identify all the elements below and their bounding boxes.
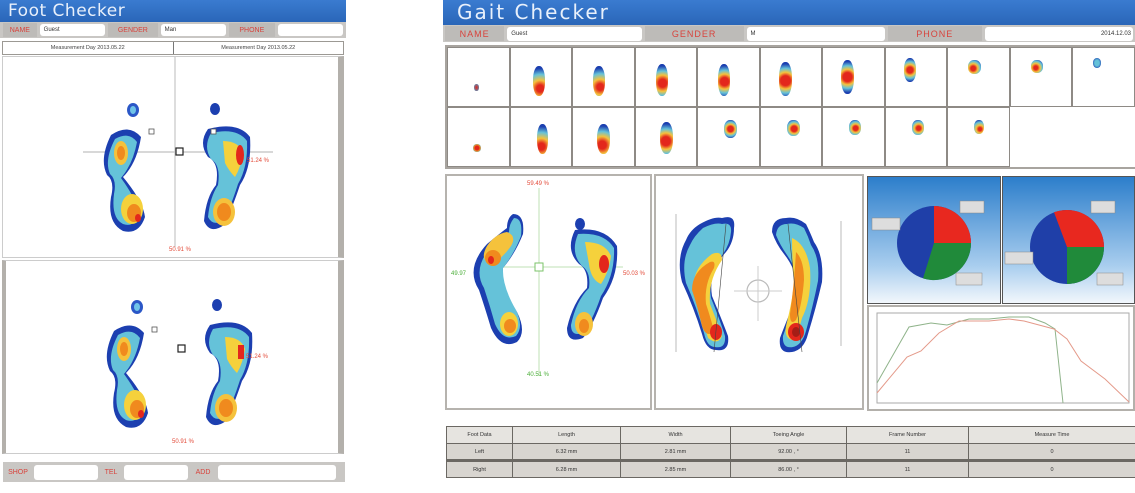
foot-checker-window: Foot Checker NAME Guest GENDER Man PHONE… [0, 0, 346, 493]
right-arch-pie-chart [1004, 200, 1124, 286]
footprint-heatmap-icon [106, 299, 253, 428]
gait-checker-window: Gait Checker NAME Guest GENDER M PHONE 2… [443, 0, 1135, 493]
gait-frame[interactable] [634, 47, 698, 107]
cell-measure-time: 0 [968, 459, 1135, 478]
patient-info-bar: NAME Guest GENDER M PHONE 2014.12.03 [443, 25, 1135, 42]
name-label: NAME [3, 23, 37, 37]
foot-data-table: Foot Data Length Width Toeing Angle Fram… [446, 426, 1135, 478]
gender-field[interactable]: Man [160, 24, 227, 36]
footprint-view-top: 51.24 % 50.91 % [2, 56, 344, 258]
gait-frame[interactable] [759, 47, 823, 107]
balance-bottom-percent: 40.51 % [527, 372, 550, 378]
header-frame-number: Frame Number [846, 426, 969, 444]
pressure-line-chart-panel [867, 305, 1135, 411]
cell-length: 6.28 mm [512, 459, 621, 478]
cell-width: 2.85 mm [620, 459, 731, 478]
gender-label: GENDER [108, 23, 158, 37]
arch-analysis-panel [654, 174, 864, 410]
gait-frame[interactable] [947, 47, 1010, 107]
gender-label: GENDER [644, 26, 744, 41]
gait-frame-empty [1010, 107, 1135, 167]
balance-panel: 59.49 % 49.97 50.03 % 40.51 % [445, 174, 652, 410]
tel-field[interactable] [124, 464, 188, 480]
pressure-line-chart [876, 312, 1130, 404]
top-bottom-percent: 50.91 % [169, 247, 192, 253]
balance-left-value: 49.97 [451, 271, 467, 277]
phone-field[interactable] [277, 24, 343, 36]
gait-frame[interactable] [697, 107, 760, 167]
balance-top-percent: 59.49 % [527, 181, 550, 187]
gait-frame[interactable] [509, 107, 573, 167]
cell-foot: Left [446, 443, 513, 461]
shop-info-bar: SHOP TEL ADD [3, 462, 345, 482]
shop-field[interactable] [34, 464, 98, 480]
patient-info-bar: NAME Guest GENDER Man PHONE [0, 22, 346, 38]
phone-field[interactable]: 2014.12.03 [984, 26, 1133, 41]
header-foot-data: Foot Data [446, 426, 513, 444]
name-field[interactable]: Guest [39, 24, 106, 36]
balance-footprint-icon [473, 188, 623, 376]
name-field[interactable]: Guest [507, 26, 642, 41]
gait-frame[interactable] [884, 47, 948, 107]
gait-frame[interactable] [572, 107, 635, 167]
gait-frame[interactable] [447, 107, 510, 167]
add-label: ADD [195, 468, 211, 476]
gender-field[interactable]: M [746, 26, 885, 41]
top-right-percent: 51.24 % [247, 158, 270, 164]
cell-width: 2.81 mm [620, 443, 731, 461]
phone-label: PHONE [887, 26, 982, 41]
phone-label: PHONE [229, 23, 275, 37]
measurement-day-right: Measurement Day 2013.05.22 [221, 45, 296, 51]
table-header-row: Foot Data Length Width Toeing Angle Fram… [446, 426, 1135, 444]
cell-measure-time: 0 [968, 443, 1135, 461]
bottom-right-percent: 51.24 % [246, 354, 269, 360]
shop-label: SHOP [8, 468, 28, 476]
header-length: Length [512, 426, 621, 444]
gait-frame[interactable] [697, 47, 760, 107]
header-toeing-angle: Toeing Angle [730, 426, 847, 444]
cell-foot: Right [446, 459, 513, 478]
cell-toeing-angle: 92.00 , ° [730, 443, 847, 461]
table-row: Right 6.28 mm 2.85 mm 86.00 , ° 11 0 [446, 459, 1135, 478]
gait-frame[interactable] [822, 107, 885, 167]
gait-frame-grid [445, 45, 1135, 169]
footprint-heatmap-icon [83, 57, 273, 247]
cell-length: 6.32 mm [512, 443, 621, 461]
header-measure-time: Measure Time [968, 426, 1135, 444]
gait-frame[interactable] [884, 107, 948, 167]
right-arch-pie-panel [1002, 176, 1135, 304]
cell-toeing-angle: 86.00 , ° [730, 459, 847, 478]
left-arch-pie-chart [871, 200, 985, 286]
measurement-date: 2014.12.03 [1100, 30, 1131, 37]
header-width: Width [620, 426, 731, 444]
left-arch-pie-panel [867, 176, 1001, 304]
gait-frame[interactable] [822, 47, 885, 107]
table-row: Left 6.32 mm 2.81 mm 92.00 , ° 11 0 [446, 443, 1135, 461]
gait-frame[interactable] [634, 107, 698, 167]
foot-checker-title: Foot Checker [0, 0, 346, 22]
gait-frame[interactable] [447, 47, 510, 107]
name-label: NAME [445, 26, 505, 41]
measurement-day-left: Measurement Day 2013.05.22 [3, 42, 174, 54]
balance-right-percent: 50.03 % [623, 271, 646, 277]
gait-frame[interactable] [759, 107, 823, 167]
arch-footprint-icon [675, 214, 842, 353]
gait-frame[interactable] [947, 107, 1010, 167]
footprint-view-bottom: 51.24 % 50.91 % [2, 260, 344, 454]
tel-label: TEL [104, 468, 118, 476]
gait-frame[interactable] [509, 47, 573, 107]
cell-frame-number: 11 [846, 459, 969, 478]
gait-checker-title: Gait Checker [443, 0, 1135, 25]
gait-frame[interactable] [1009, 47, 1073, 107]
gait-frame[interactable] [572, 47, 635, 107]
measurement-date-bar: Measurement Day 2013.05.22 Measurement D… [2, 41, 344, 55]
gait-frame[interactable] [1072, 47, 1135, 107]
bottom-bottom-percent: 50.91 % [172, 439, 195, 445]
add-field[interactable] [218, 464, 336, 480]
cell-frame-number: 11 [846, 443, 969, 461]
